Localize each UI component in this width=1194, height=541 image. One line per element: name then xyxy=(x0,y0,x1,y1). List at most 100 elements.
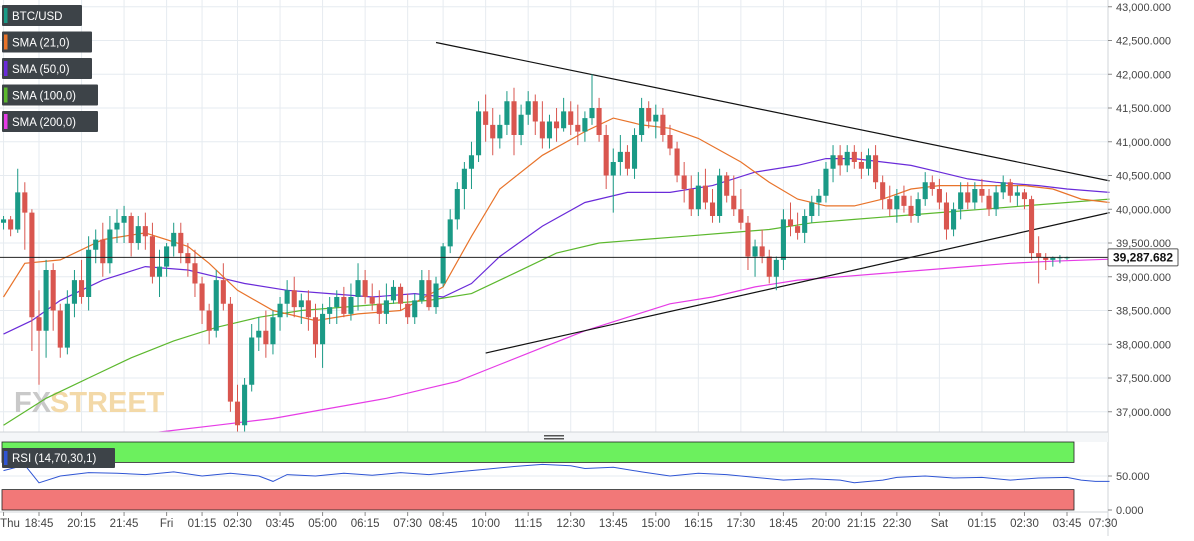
candle xyxy=(36,290,42,385)
price-tick-label: 40,000.000 xyxy=(1116,204,1171,216)
time-tick-label: 13:45 xyxy=(599,518,628,530)
candle xyxy=(561,97,567,132)
candle xyxy=(674,141,680,183)
candle xyxy=(149,222,155,284)
candle xyxy=(341,286,347,318)
time-tick-label: Fri xyxy=(160,518,173,530)
candle-body xyxy=(745,222,751,257)
time-tick-label: 15:00 xyxy=(641,518,670,530)
price-axis: 37,000.000 37,500.000 38,000.000 38,500.000… xyxy=(1107,0,1171,536)
candle-body xyxy=(71,280,77,304)
time-tick-label: 12:30 xyxy=(556,518,585,530)
price-tick-label: 38,000.000 xyxy=(1116,339,1171,351)
candle-body xyxy=(1036,253,1042,258)
price-tick-label: 41,000.000 xyxy=(1116,137,1171,149)
candle xyxy=(419,270,425,304)
time-tick-label: 22:30 xyxy=(882,518,911,530)
candle-body xyxy=(929,182,935,189)
candles xyxy=(0,74,1070,446)
price-tick-label: 40,500.000 xyxy=(1116,171,1171,183)
candle-body xyxy=(717,175,723,216)
candle xyxy=(688,175,694,216)
candle xyxy=(93,229,99,264)
legend-box xyxy=(2,5,82,26)
legend-item[interactable]: SMA (200,0) xyxy=(2,111,98,132)
time-tick-label: 01:15 xyxy=(188,518,217,530)
candle xyxy=(844,145,850,173)
candle-body xyxy=(965,192,971,203)
candle xyxy=(0,216,7,230)
candle-body xyxy=(958,192,964,210)
resize-handle-icon[interactable] xyxy=(544,435,564,437)
time-tick-label: 02:30 xyxy=(223,518,252,530)
candle xyxy=(695,172,701,216)
candle xyxy=(653,104,659,139)
candle-body xyxy=(787,219,794,227)
rsi-label: RSI (14,70,30,1) xyxy=(12,453,97,465)
candle xyxy=(298,293,304,324)
candle-body xyxy=(213,280,219,331)
candle xyxy=(71,270,77,318)
candle xyxy=(50,263,56,331)
sma200-line xyxy=(102,258,1110,440)
candle-body xyxy=(603,135,609,176)
candle-body xyxy=(355,280,361,297)
candle-body xyxy=(610,162,616,176)
rsi-label-box[interactable]: RSI (14,70,30,1) xyxy=(2,448,115,468)
candle-body xyxy=(972,189,978,203)
watermark-street: STREET xyxy=(50,387,165,419)
legend-swatch xyxy=(4,34,8,50)
candle-body xyxy=(504,101,510,125)
candle xyxy=(327,297,333,324)
candle-body xyxy=(206,310,212,331)
candle xyxy=(646,101,652,129)
candle-body xyxy=(575,124,581,132)
time-tick-label: 07:30 xyxy=(393,518,422,530)
sma50-line xyxy=(3,158,1110,335)
candle-body xyxy=(816,195,822,203)
candle-body xyxy=(57,310,63,348)
candle xyxy=(355,263,361,311)
candle-body xyxy=(631,135,638,169)
candle-body xyxy=(837,155,843,166)
candle xyxy=(490,108,496,156)
time-tick-label: 20:15 xyxy=(67,518,96,530)
candle-body xyxy=(858,162,864,169)
candle-body xyxy=(64,303,70,348)
candle xyxy=(86,236,92,311)
pane-divider[interactable] xyxy=(0,431,1108,442)
candle-body xyxy=(419,280,425,301)
candle xyxy=(178,222,184,264)
candle xyxy=(603,124,609,189)
candle xyxy=(1000,175,1006,200)
candle-body xyxy=(376,303,382,314)
legend-item[interactable]: SMA (21,0) xyxy=(2,31,92,53)
price-tick-label: 37,500.000 xyxy=(1116,373,1171,385)
candle xyxy=(546,114,553,149)
candle-body xyxy=(114,222,120,230)
price-tick-label: 41,500.000 xyxy=(1116,103,1171,115)
candle-body xyxy=(341,297,347,314)
candle-body xyxy=(312,317,319,345)
candle-body xyxy=(766,256,772,277)
candle xyxy=(362,270,368,304)
candle xyxy=(1021,189,1028,210)
candle xyxy=(142,212,148,250)
candle-body xyxy=(305,300,311,318)
legend-label: BTC/USD xyxy=(12,11,62,23)
candle-body xyxy=(128,216,134,243)
candle xyxy=(745,216,751,270)
candle-body xyxy=(461,168,467,189)
candle-body xyxy=(149,236,155,277)
legend-item[interactable]: SMA (100,0) xyxy=(2,84,98,106)
candle xyxy=(951,202,957,237)
candle xyxy=(936,178,942,210)
legend-item[interactable]: BTC/USD xyxy=(2,5,82,26)
candle xyxy=(901,185,907,213)
price-tick-label: 38,500.000 xyxy=(1116,306,1171,318)
legend-label: SMA (100,0) xyxy=(12,91,76,103)
candle xyxy=(993,185,999,216)
candle-body xyxy=(263,330,269,345)
candle-body xyxy=(0,219,7,223)
legend-item[interactable]: SMA (50,0) xyxy=(2,58,92,79)
